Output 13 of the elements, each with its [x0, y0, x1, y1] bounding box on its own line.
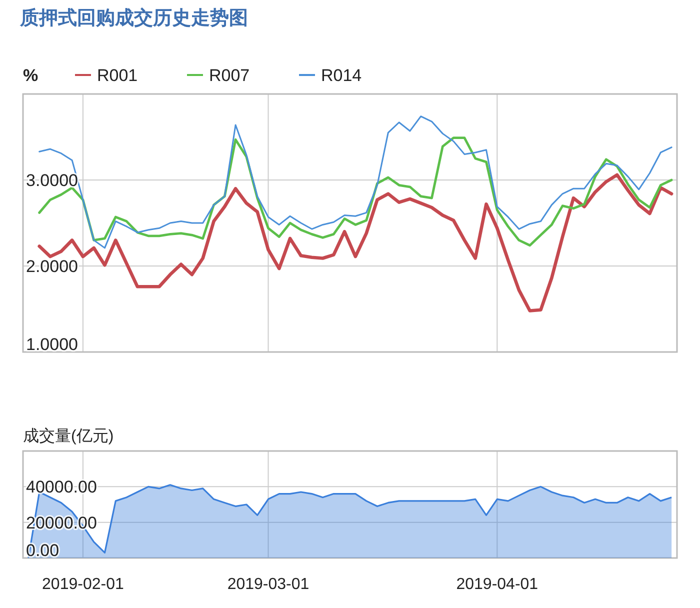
x-tick-label: 2019-04-01	[456, 576, 538, 593]
x-tick-label: 2019-02-01	[42, 576, 124, 593]
x-tick-label: 2019-03-01	[227, 576, 310, 593]
legend-label: R007	[209, 66, 250, 85]
y-tick-label: 1.0000	[26, 335, 78, 354]
legend-label: R001	[97, 66, 138, 85]
y-tick-label: 40000.00	[26, 478, 97, 497]
legend-label: R014	[321, 66, 362, 85]
y-tick-label: 3.0000	[26, 171, 78, 190]
chart-title: 质押式回购成交历史走势图	[19, 7, 248, 29]
y-axis-title: 成交量(亿元)	[23, 427, 114, 445]
y-tick-label: 2.0000	[26, 257, 78, 276]
y-axis-title: %	[23, 66, 38, 85]
